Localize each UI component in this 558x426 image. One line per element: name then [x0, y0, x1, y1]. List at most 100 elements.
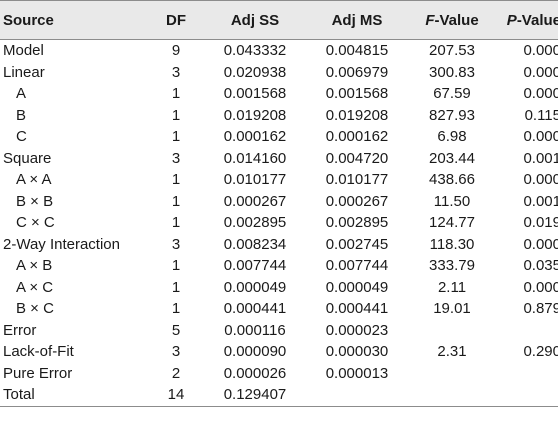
- header-p-italic: P: [506, 11, 517, 29]
- table-header: Source DF Adj SS Adj MS F-Value P-Value: [0, 0, 558, 40]
- table-row: A 1 0.001568 0.001568 67.59 0.000: [0, 83, 558, 105]
- row-adj-ms: 0.002895: [325, 214, 389, 231]
- row-df: 1: [171, 171, 181, 188]
- row-p-value: 0.000: [523, 278, 558, 296]
- row-adj-ms: [305, 384, 409, 406]
- row-adj-ss: 0.000090: [223, 343, 287, 360]
- row-df: 1: [171, 278, 181, 296]
- row-adj-ss: 0.001568: [223, 85, 287, 102]
- row-df: 1: [171, 192, 181, 210]
- row-p-value: 0.000: [523, 128, 558, 145]
- table-row: Pure Error 2 0.000026 0.000013: [0, 363, 558, 385]
- row-adj-ss: 0.010177: [223, 171, 287, 188]
- row-adj-ms: 0.019208: [325, 106, 389, 124]
- table-row: Linear 3 0.020938 0.006979 300.83 0.000: [0, 62, 558, 84]
- row-df: 3: [171, 63, 181, 81]
- row-f-value: 11.50: [433, 192, 471, 210]
- header-row: Source DF Adj SS Adj MS F-Value P-Value: [0, 0, 558, 40]
- row-adj-ms: 0.010177: [325, 171, 389, 188]
- row-adj-ss: 0.000116: [224, 321, 286, 339]
- row-adj-ms: 0.000441: [325, 300, 389, 317]
- row-df: 3: [171, 149, 181, 167]
- table-row: C 1 0.000162 0.000162 6.98 0.000: [0, 126, 558, 148]
- header-p-suffix: -Value: [516, 11, 558, 29]
- table-row: 2-Way Interaction 3 0.008234 0.002745 11…: [0, 234, 558, 256]
- row-p-value: 0.879: [523, 300, 558, 317]
- row-source: A: [16, 85, 27, 102]
- row-f-value: 827.93: [429, 106, 475, 124]
- row-df: 1: [171, 257, 181, 274]
- row-adj-ss: 0.019208: [223, 106, 287, 124]
- row-f-value: [409, 384, 495, 406]
- row-p-value: 0.019: [523, 214, 558, 231]
- row-adj-ss: 0.020938: [223, 63, 287, 81]
- row-f-value: 118.30: [429, 235, 475, 253]
- row-source: Pure Error: [3, 364, 73, 382]
- header-p-value: P-Value: [495, 1, 558, 40]
- row-f-value: 203.44: [429, 149, 475, 167]
- row-adj-ms: 0.004720: [325, 149, 389, 167]
- row-adj-ms: 0.002745: [325, 235, 389, 253]
- row-df: 1: [171, 106, 181, 124]
- table-body: Model 9 0.043332 0.004815 207.53 0.000 L…: [0, 40, 558, 406]
- row-adj-ss: 0.000162: [223, 128, 287, 145]
- row-f-value: 2.11: [437, 278, 467, 296]
- table-row: Square 3 0.014160 0.004720 203.44 0.001: [0, 148, 558, 170]
- row-adj-ss: 0.014160: [223, 149, 287, 167]
- row-f-value: 207.53: [429, 42, 475, 59]
- row-adj-ss: 0.002895: [223, 214, 287, 231]
- row-source: B × B: [16, 192, 54, 210]
- table-row: A × C 1 0.000049 0.000049 2.11 0.000: [0, 277, 558, 299]
- header-source: Source: [3, 11, 54, 29]
- row-source: Total: [3, 386, 35, 403]
- row-source: C × C: [16, 214, 55, 231]
- row-adj-ss: 0.007744: [223, 257, 287, 274]
- row-p-value: [495, 363, 558, 385]
- row-f-value: 300.83: [429, 63, 475, 81]
- row-df: 1: [171, 128, 181, 145]
- row-source: B × C: [16, 300, 54, 317]
- table-row: Model 9 0.043332 0.004815 207.53 0.000: [0, 40, 558, 62]
- header-f-value: F-Value: [409, 1, 495, 40]
- row-f-value: [409, 320, 495, 342]
- table-row: Lack-of-Fit 3 0.000090 0.000030 2.31 0.2…: [0, 341, 558, 363]
- row-adj-ms: 0.000023: [325, 321, 389, 339]
- header-f-italic: F: [425, 11, 435, 29]
- table-row: Error 5 0.000116 0.000023: [0, 320, 558, 342]
- row-p-value: [495, 320, 558, 342]
- row-source: 2-Way Interaction: [3, 235, 120, 253]
- row-adj-ss: 0.000026: [223, 364, 287, 382]
- row-df: 9: [171, 42, 181, 59]
- header-adj-ss: Adj SS: [230, 11, 280, 29]
- row-source: C: [16, 128, 27, 145]
- row-df: 14: [167, 386, 185, 403]
- row-adj-ss: 0.000267: [223, 192, 287, 210]
- row-adj-ss: 0.008234: [223, 235, 287, 253]
- row-df: 1: [171, 214, 181, 231]
- row-adj-ms: 0.000162: [325, 128, 389, 145]
- row-p-value: 0.035: [523, 257, 558, 274]
- row-f-value: 67.59: [433, 85, 471, 102]
- row-p-value: 0.000: [523, 171, 558, 188]
- row-source: Model: [3, 42, 44, 59]
- anova-table: Source DF Adj SS Adj MS F-Value P-Value …: [0, 0, 558, 406]
- row-df: 3: [171, 343, 181, 360]
- table-row: C × C 1 0.002895 0.002895 124.77 0.019: [0, 212, 558, 234]
- header-df: DF: [166, 11, 186, 29]
- table-row: A × A 1 0.010177 0.010177 438.66 0.000: [0, 169, 558, 191]
- row-adj-ms: 0.000030: [325, 343, 389, 360]
- row-source: A × A: [16, 171, 52, 188]
- row-adj-ms: 0.004815: [325, 42, 389, 59]
- table-row: B × B 1 0.000267 0.000267 11.50 0.001: [0, 191, 558, 213]
- row-df: 1: [171, 85, 181, 102]
- row-p-value: 0.290: [523, 343, 558, 360]
- table-row: B 1 0.019208 0.019208 827.93 0.115: [0, 105, 558, 127]
- row-adj-ms: 0.000013: [325, 364, 389, 382]
- table-row: B × C 1 0.000441 0.000441 19.01 0.879: [0, 298, 558, 320]
- row-f-value: 19.01: [433, 300, 471, 317]
- row-source: B: [16, 106, 27, 124]
- row-p-value: 0.000: [523, 85, 558, 102]
- row-source: Linear: [3, 63, 45, 81]
- header-f-suffix: -Value: [434, 11, 479, 29]
- row-p-value: 0.000: [523, 42, 558, 59]
